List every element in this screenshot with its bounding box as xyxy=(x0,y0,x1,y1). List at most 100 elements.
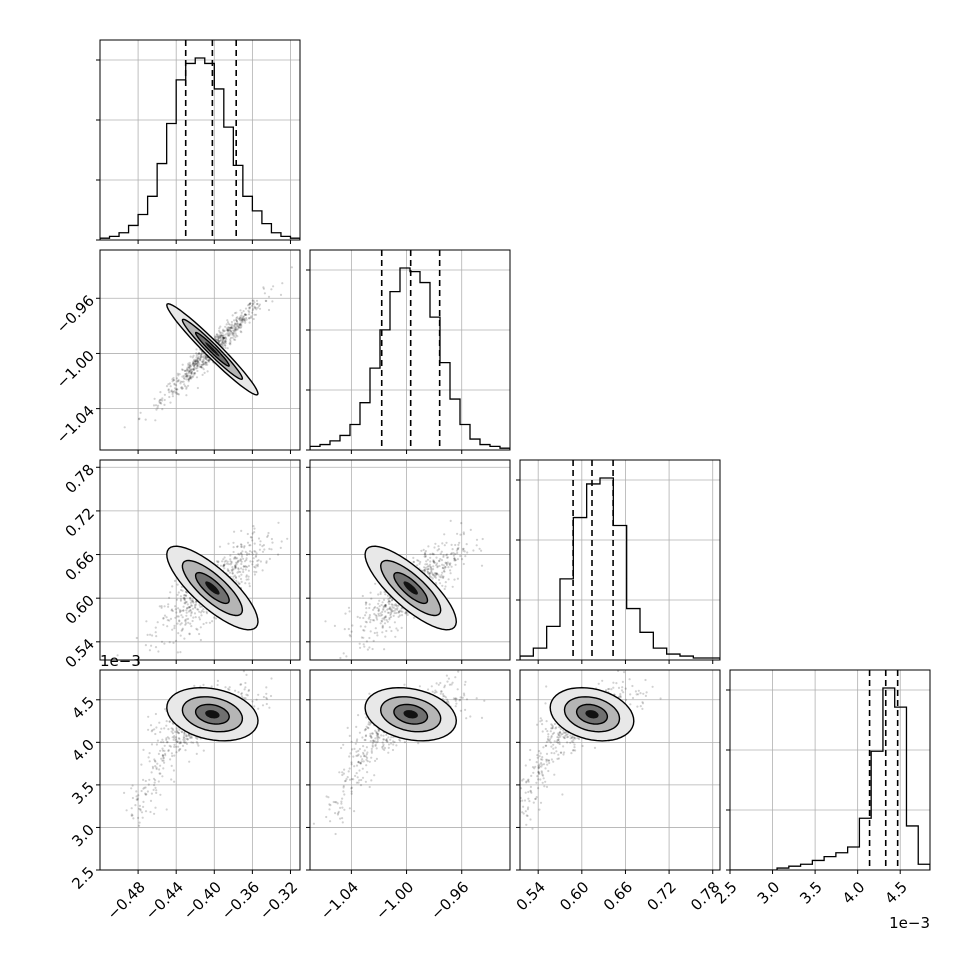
sample-point xyxy=(435,572,438,575)
sample-point xyxy=(265,692,268,695)
sample-point xyxy=(454,559,457,562)
sample-point xyxy=(551,727,554,730)
sample-point xyxy=(188,632,191,635)
sample-point xyxy=(382,608,385,611)
sample-point xyxy=(154,419,157,422)
sample-point xyxy=(385,619,388,622)
sample-point xyxy=(378,605,381,608)
sample-point xyxy=(174,739,177,742)
sample-point xyxy=(227,542,230,545)
sample-point xyxy=(165,738,168,742)
sample-point xyxy=(205,612,209,615)
sample-point xyxy=(547,759,550,762)
sample-point xyxy=(229,560,232,563)
sample-point xyxy=(345,778,348,781)
sample-point xyxy=(353,765,356,768)
sample-point xyxy=(227,326,231,329)
sample-point xyxy=(251,299,254,302)
contour-line xyxy=(181,559,244,617)
sample-point xyxy=(165,808,168,811)
sample-point xyxy=(448,683,451,686)
sample-point xyxy=(221,345,224,348)
sample-point xyxy=(244,313,247,316)
sample-point xyxy=(433,561,436,564)
sample-point xyxy=(175,388,178,391)
sample-point xyxy=(266,535,269,539)
sample-point xyxy=(412,561,415,564)
sample-point xyxy=(226,329,229,332)
sample-point xyxy=(162,759,165,762)
sample-point xyxy=(168,720,171,723)
sample-point xyxy=(433,575,436,579)
sample-point xyxy=(223,564,226,567)
sample-point xyxy=(641,701,644,704)
sample-point xyxy=(245,558,248,562)
sample-point xyxy=(208,358,211,362)
sample-point xyxy=(232,334,235,337)
sample-point xyxy=(185,372,188,375)
sample-point xyxy=(215,560,218,563)
sample-point xyxy=(246,304,250,307)
sample-point xyxy=(426,563,429,566)
sample-point xyxy=(446,680,449,683)
sample-point xyxy=(406,611,409,614)
sample-point xyxy=(223,560,226,563)
sample-point xyxy=(464,555,467,558)
sample-point xyxy=(431,553,434,556)
y-offset-label: 1e−3 xyxy=(100,652,141,670)
sample-point xyxy=(424,551,427,554)
sample-point xyxy=(219,333,222,336)
sample-point xyxy=(348,807,351,810)
sample-point xyxy=(184,385,187,388)
sample-point xyxy=(164,754,167,757)
sample-point xyxy=(552,747,555,750)
sample-point xyxy=(557,738,560,742)
sample-point xyxy=(187,384,190,387)
x-tick-label: 0.66 xyxy=(600,878,636,914)
sample-point xyxy=(190,372,193,375)
sample-point xyxy=(336,813,339,816)
sample-point xyxy=(462,692,466,695)
sample-point xyxy=(443,587,446,591)
sample-point xyxy=(190,600,193,603)
sample-point xyxy=(244,582,247,585)
sample-point xyxy=(190,372,193,375)
sample-point xyxy=(428,572,431,575)
sample-point xyxy=(173,383,176,386)
sample-point xyxy=(225,559,228,562)
x-offset-label: 1e−3 xyxy=(889,914,930,932)
sample-point xyxy=(223,339,227,342)
sample-point xyxy=(389,600,392,603)
sample-point xyxy=(255,554,258,557)
sample-point xyxy=(441,567,444,570)
sample-point xyxy=(176,593,179,597)
sample-point xyxy=(221,666,223,668)
sample-point xyxy=(328,803,331,806)
sample-point xyxy=(266,534,270,537)
sample-point xyxy=(196,364,199,367)
sample-point xyxy=(388,626,391,629)
sample-point xyxy=(424,550,427,553)
sample-point xyxy=(428,574,431,577)
sample-point xyxy=(238,559,241,562)
sample-point xyxy=(167,388,170,391)
sample-point xyxy=(624,698,628,702)
sample-point xyxy=(253,565,256,569)
sample-point xyxy=(182,609,185,612)
sample-point xyxy=(234,336,237,339)
sample-point xyxy=(155,766,158,769)
sample-point xyxy=(253,313,256,316)
sample-point xyxy=(161,753,164,757)
sample-point xyxy=(461,558,464,561)
sample-point xyxy=(196,358,199,362)
sample-point xyxy=(159,398,162,401)
sample-point xyxy=(158,605,161,608)
y-tick-label: −0.96 xyxy=(53,292,98,337)
sample-point xyxy=(554,727,557,730)
sample-point xyxy=(188,633,191,636)
sample-point xyxy=(277,553,280,556)
sample-point xyxy=(153,759,157,762)
sample-point xyxy=(253,305,256,308)
contour-line xyxy=(166,302,259,396)
sample-point xyxy=(224,337,227,340)
